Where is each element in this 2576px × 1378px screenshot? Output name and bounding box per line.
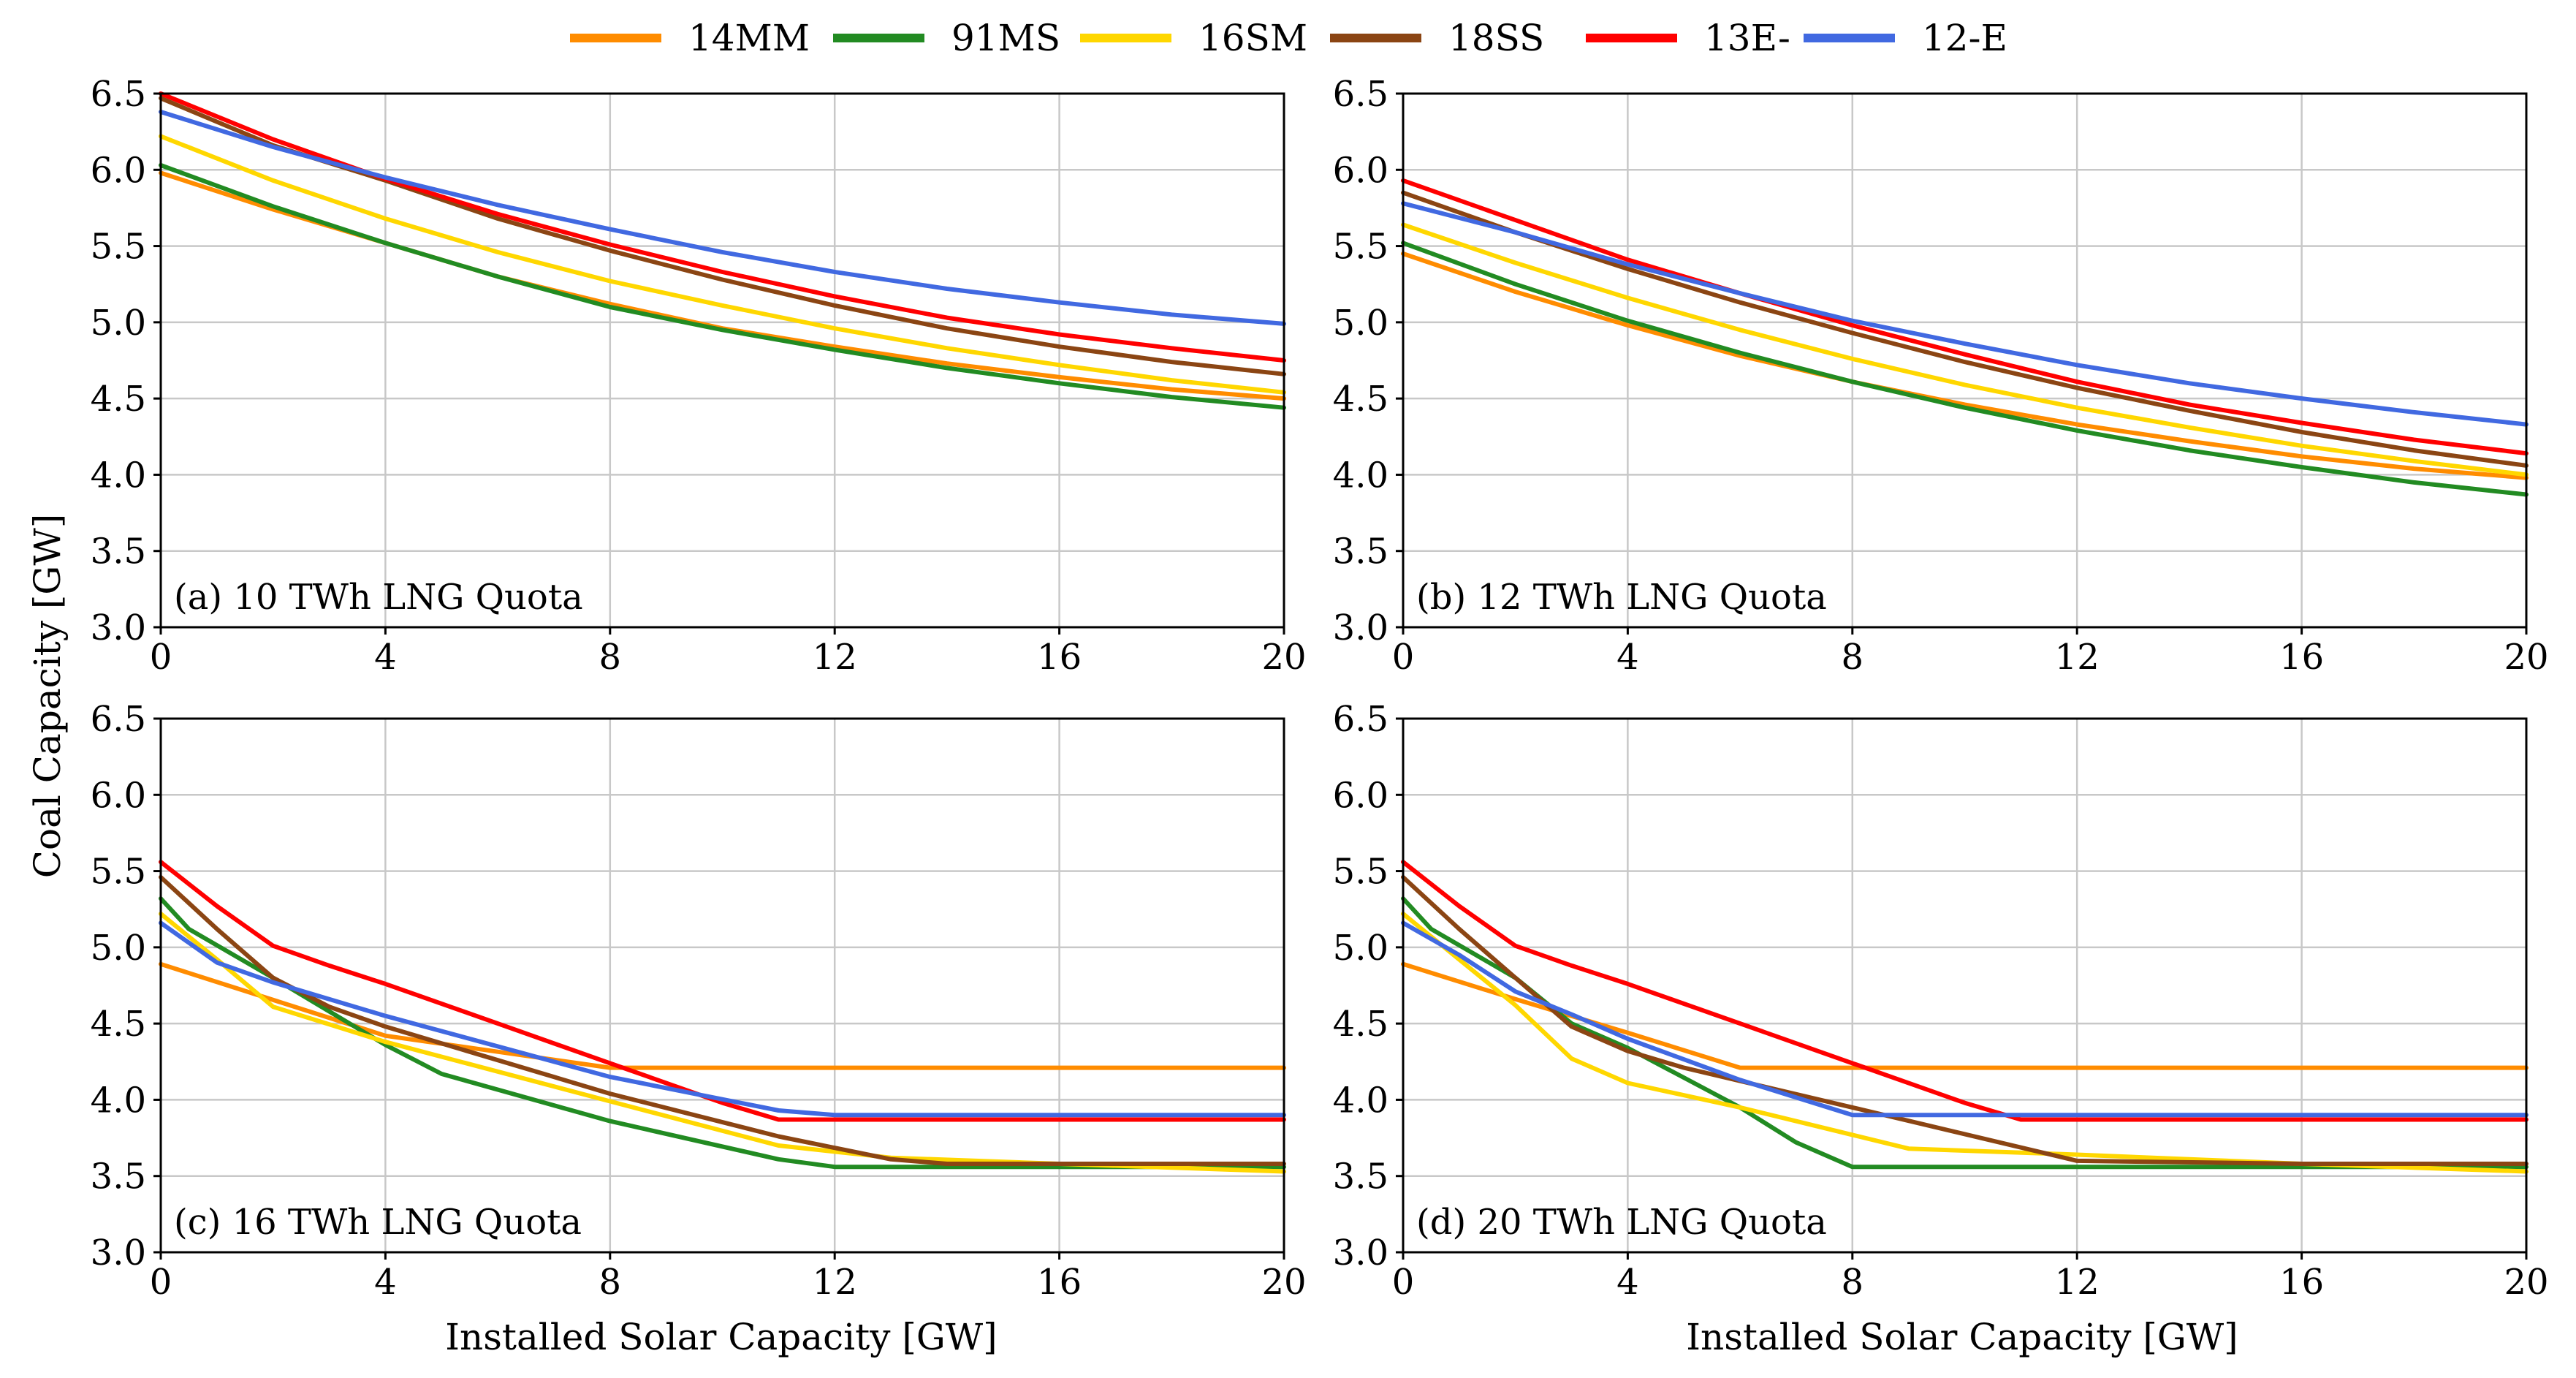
legend-label-12-e: 12-E xyxy=(1922,17,2007,59)
y-tick-label: 5.0 xyxy=(91,928,146,969)
x-tick-label: 12 xyxy=(813,637,857,678)
series-line-13e- xyxy=(1401,178,2528,456)
series-line-91ms xyxy=(159,896,1286,1170)
y-tick-label: 4.0 xyxy=(91,1080,146,1121)
plot-frame xyxy=(1402,717,2528,1254)
series-line-12-e xyxy=(159,920,1286,1118)
plot-frame xyxy=(159,92,1285,629)
x-tick-label: 4 xyxy=(1616,637,1639,678)
series-line-18ss xyxy=(159,874,1286,1166)
series-line-13e- xyxy=(159,860,1286,1122)
x-tick-label: 16 xyxy=(1037,637,1082,678)
y-tick-label: 3.5 xyxy=(1333,531,1388,572)
series-line-16sm xyxy=(159,134,1286,395)
y-tick-label: 3.0 xyxy=(91,1233,146,1273)
x-tick-label: 4 xyxy=(374,637,397,678)
y-axis-label: Coal Capacity [GW] xyxy=(26,514,69,879)
y-tick-label: 5.5 xyxy=(91,852,146,893)
panel-label: (d) 20 TWh LNG Quota xyxy=(1416,1202,1827,1243)
x-tick-label: 8 xyxy=(599,1262,622,1303)
x-axis-label-left: Installed Solar Capacity [GW] xyxy=(445,1316,997,1358)
y-tick-label: 6.0 xyxy=(91,775,146,816)
x-tick-label: 16 xyxy=(2279,637,2324,678)
y-tick-label: 4.5 xyxy=(1333,379,1388,420)
y-tick-label: 5.0 xyxy=(1333,928,1388,969)
x-tick-label: 0 xyxy=(150,637,172,678)
x-tick-label: 8 xyxy=(1842,1262,1864,1303)
series-line-16sm xyxy=(1401,912,2528,1174)
y-tick-label: 6.5 xyxy=(91,699,146,740)
y-tick-label: 3.5 xyxy=(91,1156,146,1197)
x-tick-label: 4 xyxy=(1616,1262,1639,1303)
x-tick-label: 16 xyxy=(1037,1262,1082,1303)
y-tick-label: 4.5 xyxy=(91,379,146,420)
x-tick-label: 20 xyxy=(1261,637,1306,678)
y-tick-label: 5.0 xyxy=(91,303,146,344)
legend-label-91ms: 91MS xyxy=(951,17,1060,59)
series-line-18ss xyxy=(1401,190,2528,468)
x-tick-label: 12 xyxy=(2055,637,2100,678)
series-line-18ss xyxy=(1401,874,2528,1166)
plot-frame xyxy=(159,717,1285,1254)
x-tick-label: 20 xyxy=(1261,1262,1306,1303)
panel-c: 0 4 8 12 16 20 3.0 3.5 4.0 4.5 5.0 5.5 6.0 6.5 (c) 16 … xyxy=(91,699,1307,1303)
series-line-91ms xyxy=(1401,241,2528,497)
x-tick-label: 0 xyxy=(1392,1262,1415,1303)
series-line-14mm xyxy=(1401,961,2528,1070)
x-tick-label: 20 xyxy=(2504,637,2548,678)
y-tick-label: 5.5 xyxy=(1333,852,1388,893)
y-tick-label: 6.5 xyxy=(1333,74,1388,115)
plot-frame xyxy=(1402,92,2528,629)
panel-b: 0 4 8 12 16 20 3.0 3.5 4.0 4.5 5.0 5.5 6.0 6.5 (b) 12 … xyxy=(1333,74,2549,678)
series-line-12-e xyxy=(1401,920,2528,1118)
y-tick-label: 3.5 xyxy=(1333,1156,1388,1197)
series-line-12-e xyxy=(159,110,1286,326)
x-tick-label: 12 xyxy=(2055,1262,2100,1303)
y-tick-label: 4.5 xyxy=(91,1004,146,1045)
y-tick-label: 4.0 xyxy=(1333,1080,1388,1121)
y-tick-label: 6.0 xyxy=(1333,150,1388,191)
y-tick-label: 5.5 xyxy=(1333,227,1388,268)
legend-label-16sm: 16SM xyxy=(1198,17,1307,59)
x-tick-label: 8 xyxy=(1842,637,1864,678)
legend-label-18ss: 18SS xyxy=(1448,17,1544,59)
x-tick-label: 20 xyxy=(2504,1262,2548,1303)
legend: 14MM 91MS 16SM 18SS 13E- 12-E xyxy=(570,17,2007,59)
panel-label: (b) 12 TWh LNG Quota xyxy=(1416,577,1827,618)
series-line-16sm xyxy=(1401,222,2528,477)
y-tick-label: 5.5 xyxy=(91,227,146,268)
y-tick-label: 3.0 xyxy=(1333,607,1388,648)
x-tick-label: 12 xyxy=(813,1262,857,1303)
x-tick-label: 16 xyxy=(2279,1262,2324,1303)
y-tick-label: 6.0 xyxy=(91,150,146,191)
y-tick-label: 6.0 xyxy=(1333,775,1388,816)
panel-label: (c) 16 TWh LNG Quota xyxy=(174,1202,582,1243)
panel-d: 0 4 8 12 16 20 3.0 3.5 4.0 4.5 5.0 5.5 6.0 6.5 (d) 20 … xyxy=(1333,699,2549,1303)
series-line-12-e xyxy=(1401,201,2528,427)
x-axis-label-right: Installed Solar Capacity [GW] xyxy=(1686,1316,2238,1358)
panel-label: (a) 10 TWh LNG Quota xyxy=(174,577,583,618)
series-line-13e- xyxy=(1401,860,2528,1122)
y-tick-label: 3.0 xyxy=(1333,1233,1388,1273)
legend-label-14mm: 14MM xyxy=(688,17,810,59)
panel-a: 0 4 8 12 16 20 3.0 3.5 4.0 4.5 5.0 5.5 6.0 6.5 (a) 10 … xyxy=(91,74,1307,678)
series-line-14mm xyxy=(159,961,1286,1070)
legend-label-13e-: 13E- xyxy=(1704,17,1790,59)
y-tick-label: 3.0 xyxy=(91,607,146,648)
y-tick-label: 4.0 xyxy=(91,455,146,496)
x-tick-label: 0 xyxy=(150,1262,172,1303)
y-tick-label: 3.5 xyxy=(91,531,146,572)
y-tick-label: 6.5 xyxy=(91,74,146,115)
x-tick-label: 0 xyxy=(1392,637,1415,678)
x-tick-label: 8 xyxy=(599,637,622,678)
y-tick-label: 4.5 xyxy=(1333,1004,1388,1045)
series-line-14mm xyxy=(1401,251,2528,480)
series-line-91ms xyxy=(159,163,1286,410)
y-tick-label: 5.0 xyxy=(1333,303,1388,344)
y-tick-label: 4.0 xyxy=(1333,455,1388,496)
x-tick-label: 4 xyxy=(374,1262,397,1303)
y-tick-label: 6.5 xyxy=(1333,699,1388,740)
